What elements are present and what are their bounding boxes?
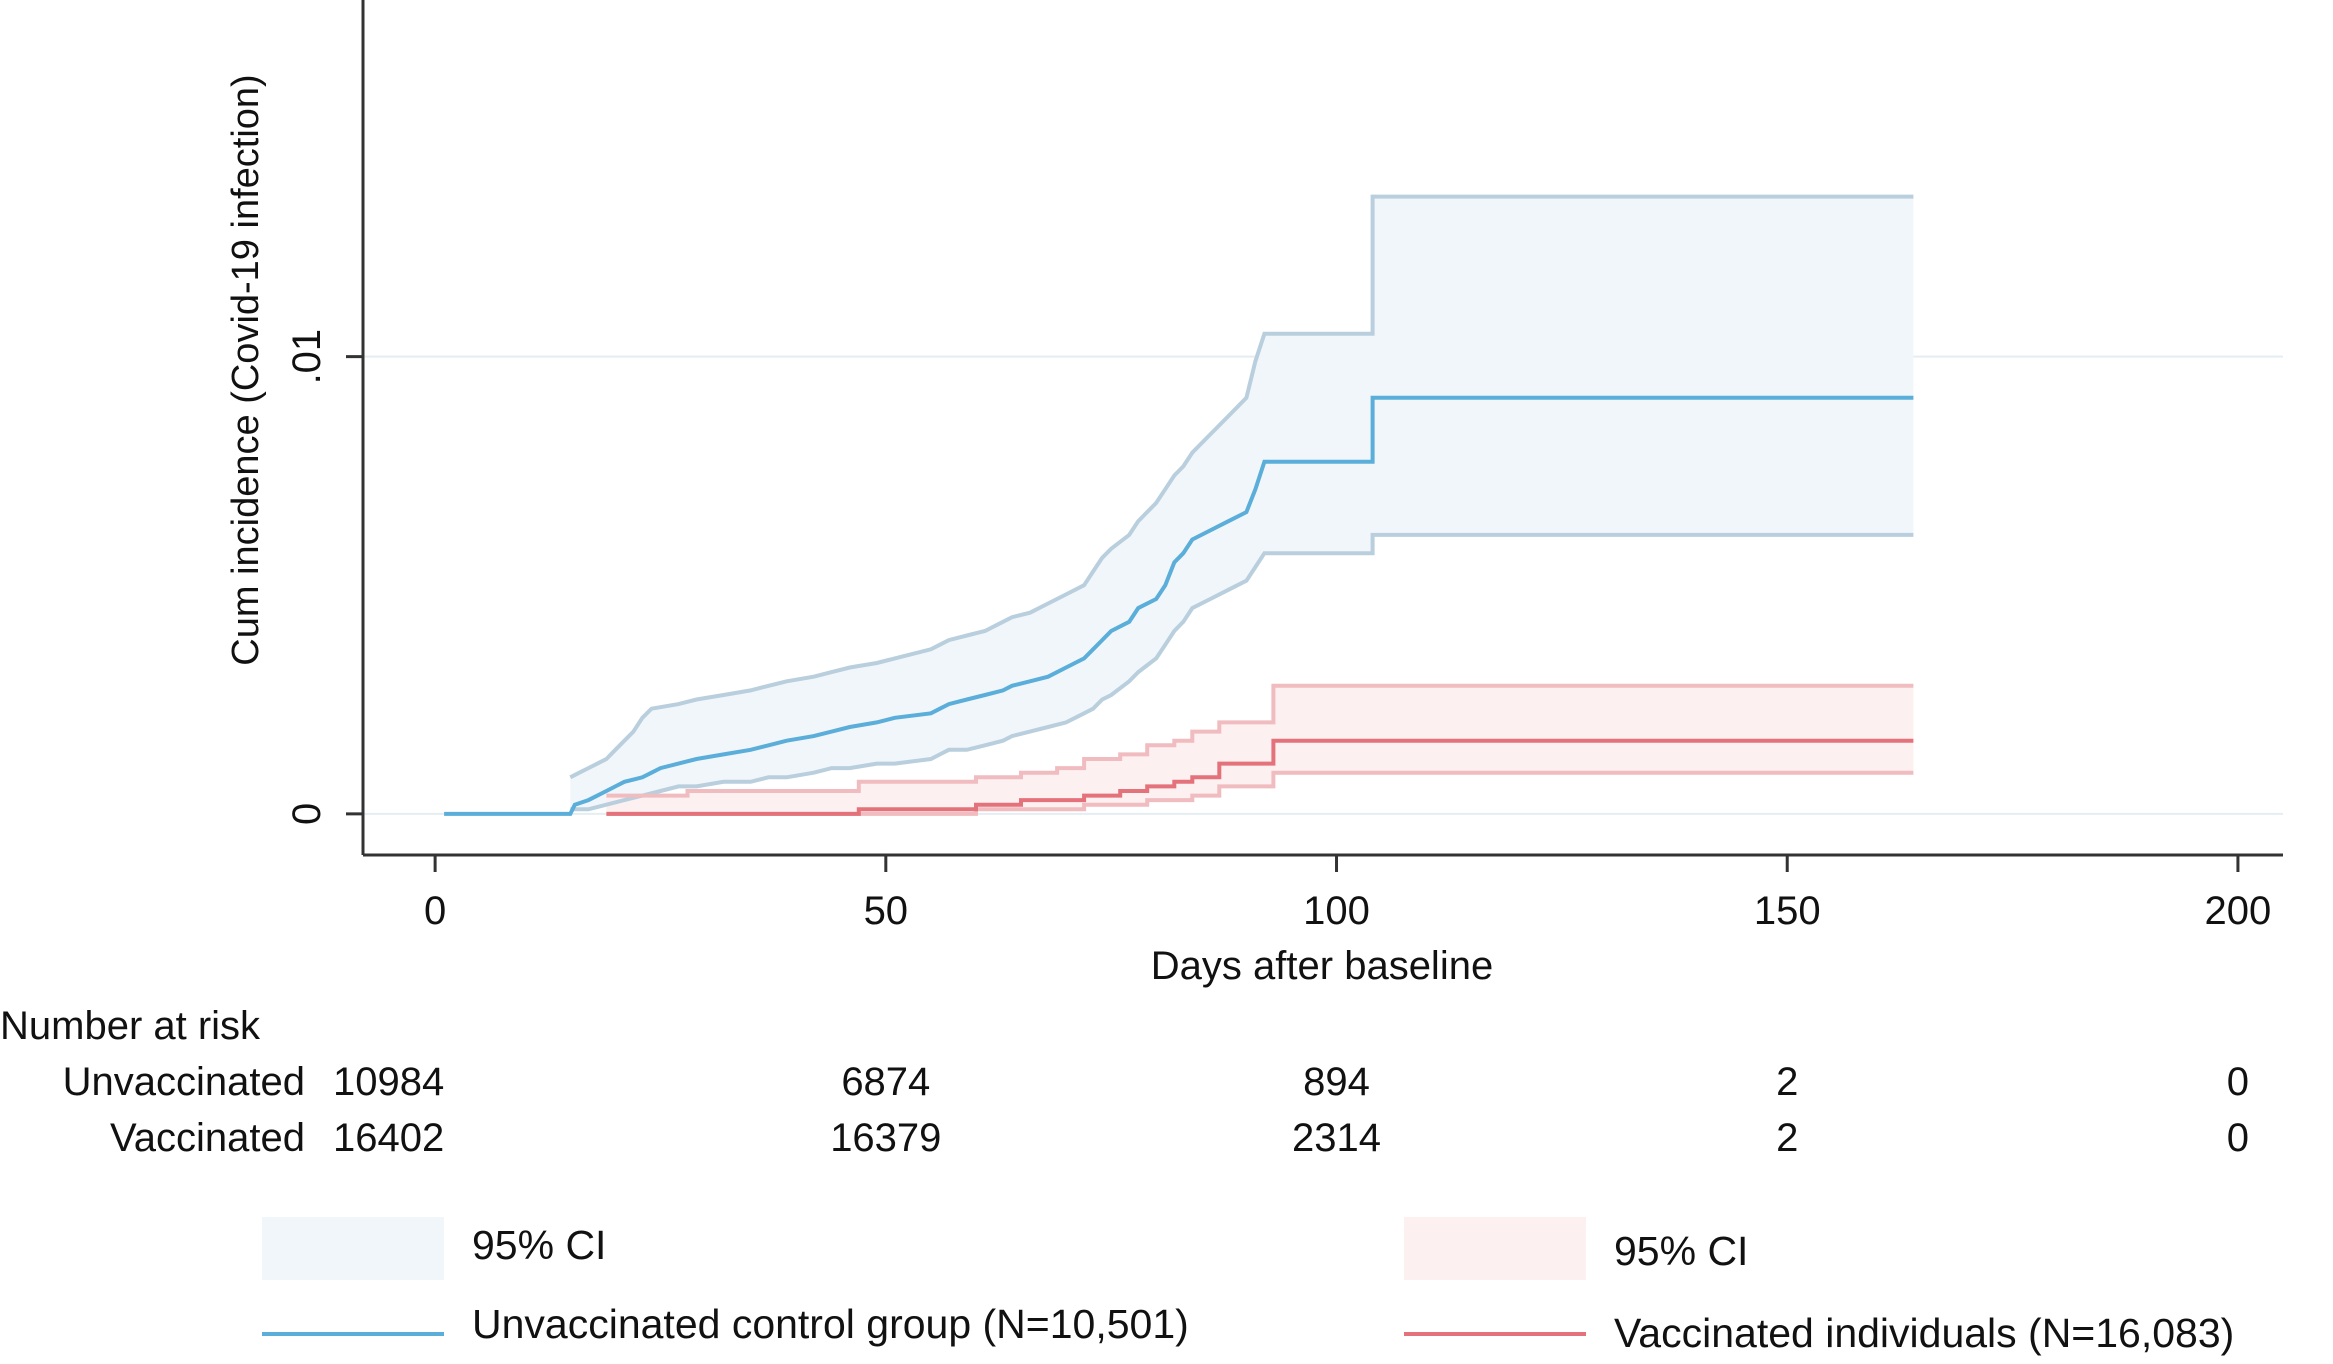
risk-value-row1-col2: 2314 (1292, 1116, 1381, 1160)
series-line-0 (444, 395, 1914, 816)
risk-value-row0-col2: 894 (1303, 1060, 1370, 1104)
risk-value-row0-col1: 6874 (841, 1060, 930, 1104)
risk-value-row1-col1: 16379 (830, 1116, 941, 1160)
x-tick-label-0: 0 (424, 889, 446, 933)
x-axis-label: Days after baseline (1151, 944, 1493, 988)
risk-value-row1-col3: 2 (1776, 1116, 1798, 1160)
legend-label-3: Vaccinated individuals (N=16,083) (1614, 1310, 2234, 1356)
legend-label-2: 95% CI (1614, 1228, 1748, 1274)
legend-swatch-band-0 (262, 1217, 444, 1280)
x-tick-label-1: 50 (864, 889, 909, 933)
risk-value-row0-col0: 10984 (333, 1060, 444, 1104)
x-tick-label-3: 150 (1754, 889, 1821, 933)
legend-label-0: 95% CI (472, 1222, 606, 1268)
ci-lower-line-series-1 (606, 770, 1914, 816)
series-lines (444, 395, 1914, 816)
y-tick-label-0: 0 (285, 803, 329, 825)
risk-row-label-0: Unvaccinated (63, 1060, 305, 1104)
y-tick-label-1: .01 (285, 329, 329, 385)
ci-lower-line-series-0 (570, 532, 1914, 812)
number-at-risk-table: Number at risk Unvaccinated 10984 6874 894 2… (0, 1004, 2249, 1160)
legend: 95% CI Unvaccinated control group (N=10,5… (262, 1217, 2234, 1356)
risk-table-title: Number at risk (0, 1004, 261, 1048)
risk-value-row1-col0: 16402 (333, 1116, 444, 1160)
risk-value-row1-col4: 0 (2227, 1116, 2249, 1160)
x-tick-label-4: 200 (2205, 889, 2272, 933)
ci-upper-line-series-1 (606, 683, 1914, 798)
risk-row-label-1: Vaccinated (110, 1116, 305, 1160)
y-axis-label: Cum incidence (Covid-19 infection) (225, 74, 267, 665)
risk-value-row0-col4: 0 (2227, 1060, 2249, 1104)
series-line-1 (606, 738, 1914, 816)
legend-swatch-band-2 (1404, 1217, 1586, 1280)
ci-boundary-lines (569, 194, 1914, 816)
axes: 0 50 100 150 200 0 .01 (285, 0, 2283, 933)
legend-label-1: Unvaccinated control group (N=10,501) (472, 1301, 1189, 1347)
x-tick-label-2: 100 (1303, 889, 1370, 933)
risk-value-row0-col3: 2 (1776, 1060, 1798, 1104)
ci-upper-line-series-0 (569, 194, 1914, 780)
